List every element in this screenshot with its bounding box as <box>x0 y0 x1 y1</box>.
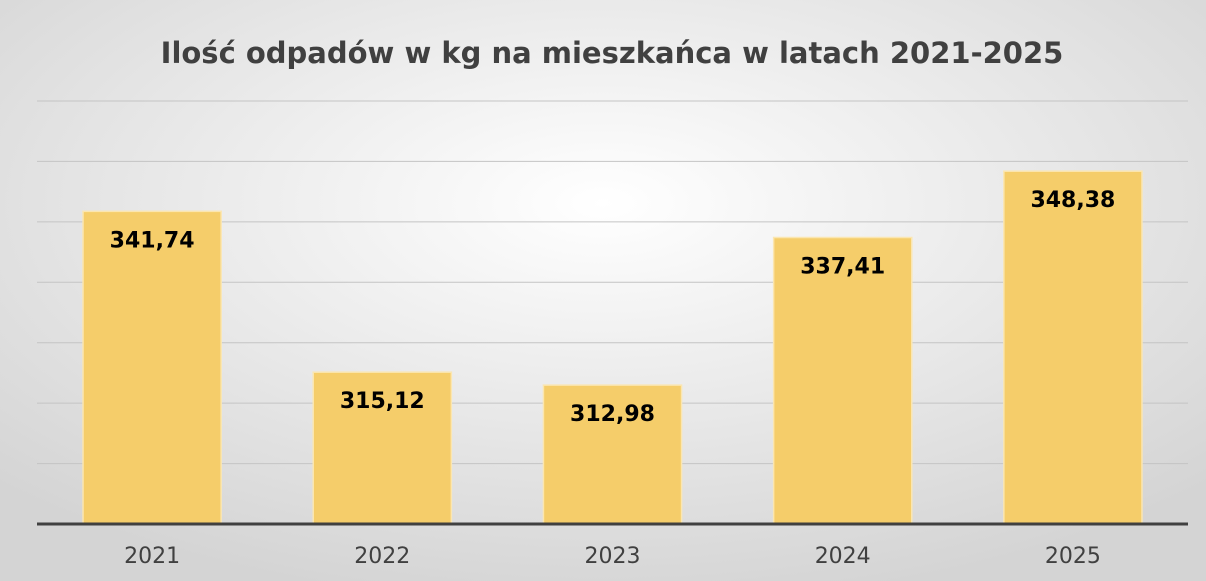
bar <box>772 236 913 525</box>
x-tick-label: 2024 <box>815 544 871 569</box>
x-tick-label: 2022 <box>354 544 410 569</box>
bar <box>312 371 453 525</box>
bar <box>542 384 683 525</box>
data-label: 341,74 <box>110 228 195 253</box>
data-label: 348,38 <box>1030 188 1115 213</box>
bar <box>1003 170 1143 525</box>
bar <box>82 210 222 525</box>
data-label: 315,12 <box>340 389 425 414</box>
chart-title: Ilość odpadów w kg na mieszkańca w latac… <box>161 36 1064 70</box>
x-tick-label: 2021 <box>124 544 180 569</box>
x-tick-label: 2025 <box>1045 544 1101 569</box>
data-label: 312,98 <box>570 402 655 427</box>
data-label: 337,41 <box>800 255 885 280</box>
x-tick-label: 2023 <box>585 544 641 569</box>
